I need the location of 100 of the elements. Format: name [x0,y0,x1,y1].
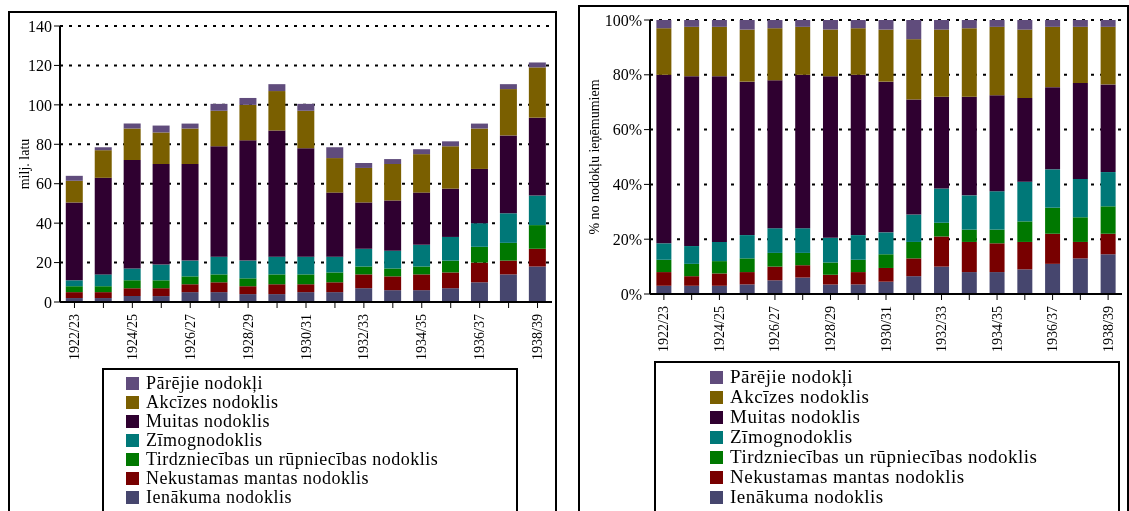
bar [739,284,755,294]
bar [1100,254,1116,294]
y-tick-label: 80% [612,66,642,84]
bar [1100,172,1116,207]
bar [684,76,700,247]
bar [878,232,894,255]
bar [152,132,170,164]
x-tick-label: 1922/23 [656,306,672,352]
bar [1100,26,1116,85]
bar [795,265,811,278]
bar [181,284,199,293]
bar [297,103,315,111]
bar [413,274,431,291]
bar [123,268,141,281]
y-tick-label: 120 [28,57,52,75]
legend-label: Zīmognodoklis [730,426,853,447]
bar [442,141,460,147]
bar [989,272,1005,294]
y-tick-label: 40% [612,176,642,194]
bar [210,282,228,293]
legend-label: Tirdzniecības un rūpniecības nodoklis [146,449,439,469]
bar [123,128,141,161]
x-tick-label: 1926/27 [182,314,198,360]
bar [906,99,922,215]
legend-label: Akcīzes nodoklis [146,392,279,412]
bar [767,228,783,253]
bar [181,260,199,277]
bar [94,292,112,299]
bar [326,147,344,159]
bar [123,280,141,289]
bar [739,235,755,259]
bar [326,272,344,283]
bar [795,26,811,75]
bar [499,89,517,136]
bar [1017,221,1033,242]
legend-label: Muitas nodoklis [730,406,861,427]
bar [210,274,228,283]
bar [528,62,546,68]
bar [123,160,141,269]
bar [65,180,83,203]
bar [355,163,373,168]
bar [268,130,286,257]
bar [934,188,950,223]
bar [181,164,199,261]
bar [822,76,838,238]
bar [1100,20,1116,27]
bar [850,259,866,273]
bar [850,28,866,75]
x-tick-label: 1934/35 [414,314,430,360]
bar [1072,241,1088,259]
bar [152,288,170,297]
bar [123,288,141,297]
bar [684,246,700,264]
bar [94,177,112,275]
bar [384,268,402,277]
bar [961,195,977,230]
y-tick-label: 140 [28,17,52,35]
bar [442,260,460,273]
bar [684,20,700,27]
bar [822,284,838,294]
bar [711,241,727,262]
bar [384,164,402,201]
bar [528,67,546,118]
bar [795,252,811,266]
bar [94,286,112,293]
bar [934,222,950,237]
bar [739,20,755,30]
bar [384,200,402,251]
bar [711,26,727,77]
bar [181,128,199,164]
bar [656,28,672,75]
bar [1045,263,1061,294]
bar [767,252,783,267]
bar [499,260,517,275]
x-tick-label: 1932/33 [934,306,950,352]
bar [795,277,811,294]
bar [767,20,783,29]
bar [878,81,894,233]
bar [413,192,431,245]
bar [1072,178,1088,218]
bar [326,192,344,257]
bar [239,260,257,279]
bar [822,262,838,275]
bar [711,76,727,242]
bar [528,266,546,302]
y-tick-label: 100 [28,96,52,114]
bar [470,128,488,169]
bar [326,256,344,273]
bar [355,248,373,267]
bar [152,280,170,289]
y-tick-label: 20 [36,254,52,272]
bar [934,96,950,189]
bar [413,154,431,193]
bar [739,272,755,285]
x-tick-label: 1936/37 [1045,306,1061,352]
bar [528,248,546,267]
bar [442,288,460,302]
bar [384,276,402,291]
legend-label: Akcīzes nodoklis [730,386,870,407]
x-tick-label: 1928/29 [240,314,256,360]
